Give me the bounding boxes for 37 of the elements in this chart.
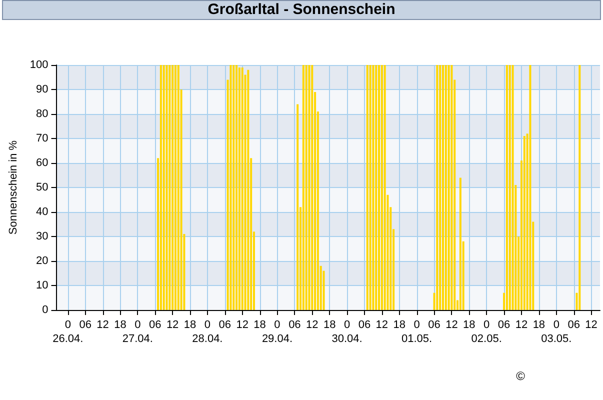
x-tick-label: 12: [306, 319, 318, 331]
y-tick-label: 80: [36, 108, 48, 120]
y-tick-label: 30: [36, 230, 48, 242]
x-tick-label: 18: [254, 319, 266, 331]
y-tick-label: 10: [36, 280, 48, 292]
y-tick-label: 60: [36, 157, 48, 169]
y-tick-label: 50: [36, 182, 48, 194]
y-tick-label: 100: [30, 59, 48, 71]
x-tick-label: 12: [585, 319, 598, 331]
x-tick-label: 12: [446, 319, 458, 331]
x-tick-label: 12: [515, 319, 528, 331]
x-tick-label: 06: [498, 319, 510, 331]
x-tick-label: 12: [96, 319, 109, 331]
x-tick-label: 18: [463, 319, 476, 331]
y-tick-label: 20: [36, 255, 48, 267]
x-tick-label: 18: [532, 319, 546, 331]
text: ©: [516, 369, 526, 383]
x-tick-label: 12: [236, 319, 248, 331]
x-tick-label: 06: [79, 319, 92, 331]
y-tick-label: 70: [36, 132, 48, 144]
x-tick-label: 06: [218, 319, 232, 331]
x-tick-label: 06: [288, 319, 301, 331]
y-tick-label: 40: [36, 206, 48, 218]
y-tick-label: 90: [36, 84, 48, 96]
x-tick-label: 06: [428, 319, 440, 331]
y-axis-title: Sonnenschein in %: [8, 140, 20, 235]
y-tick-label: 0: [42, 304, 48, 316]
x-tick-label: 06: [568, 319, 580, 331]
x-tick-label: 06: [148, 319, 162, 331]
x-tick-label: 18: [393, 319, 406, 331]
x-tick-label: 12: [376, 319, 388, 331]
x-tick-label: 18: [323, 319, 336, 331]
x-tick-label: 18: [114, 319, 126, 331]
x-tick-label: 18: [184, 319, 196, 331]
chart-title: Großarltal - Sonnenschein: [2, 0, 601, 20]
x-tick-label: 12: [166, 319, 179, 331]
x-tick-label: 06: [358, 319, 371, 331]
